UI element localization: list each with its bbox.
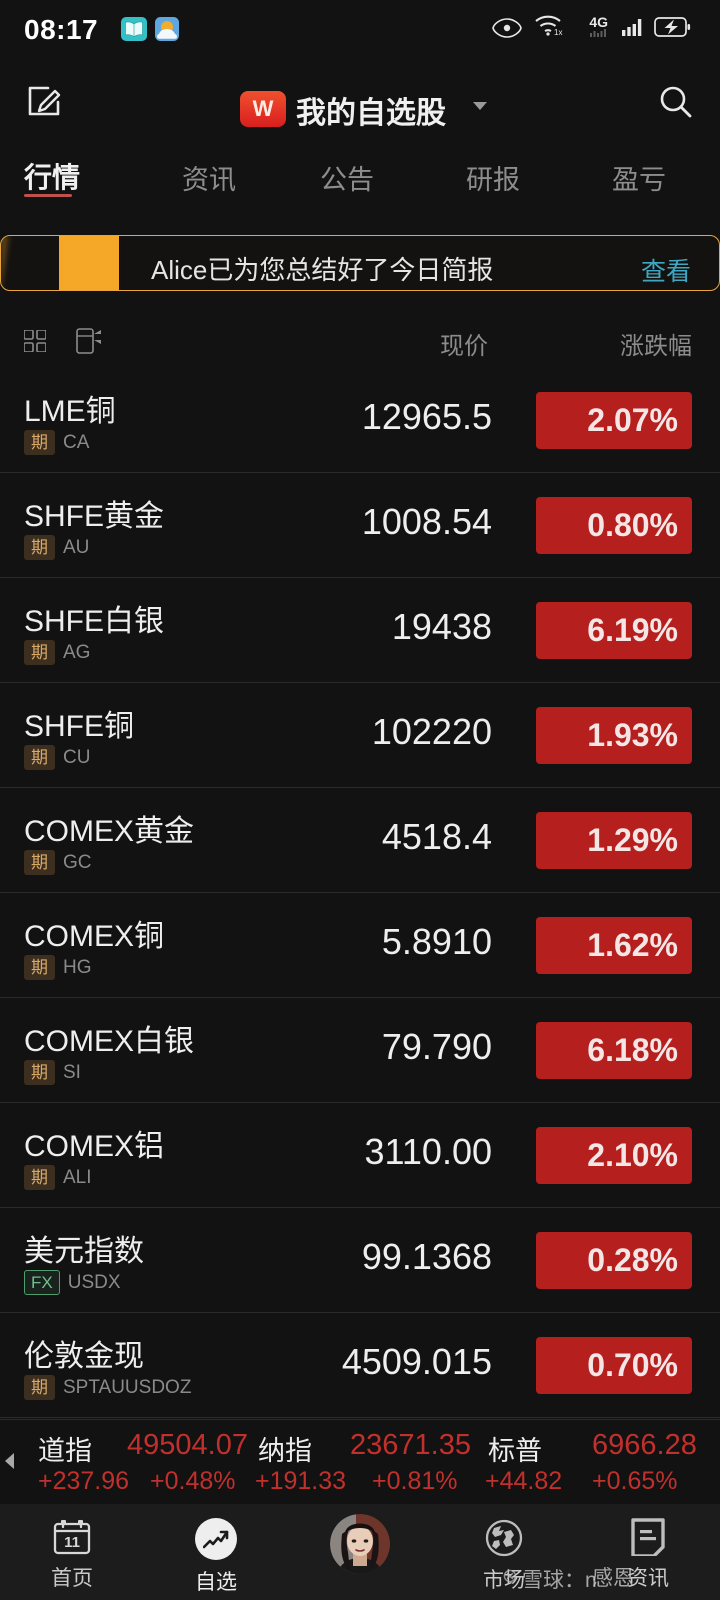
svg-text:1x: 1x [554, 28, 562, 37]
svg-text:11: 11 [64, 1534, 80, 1551]
